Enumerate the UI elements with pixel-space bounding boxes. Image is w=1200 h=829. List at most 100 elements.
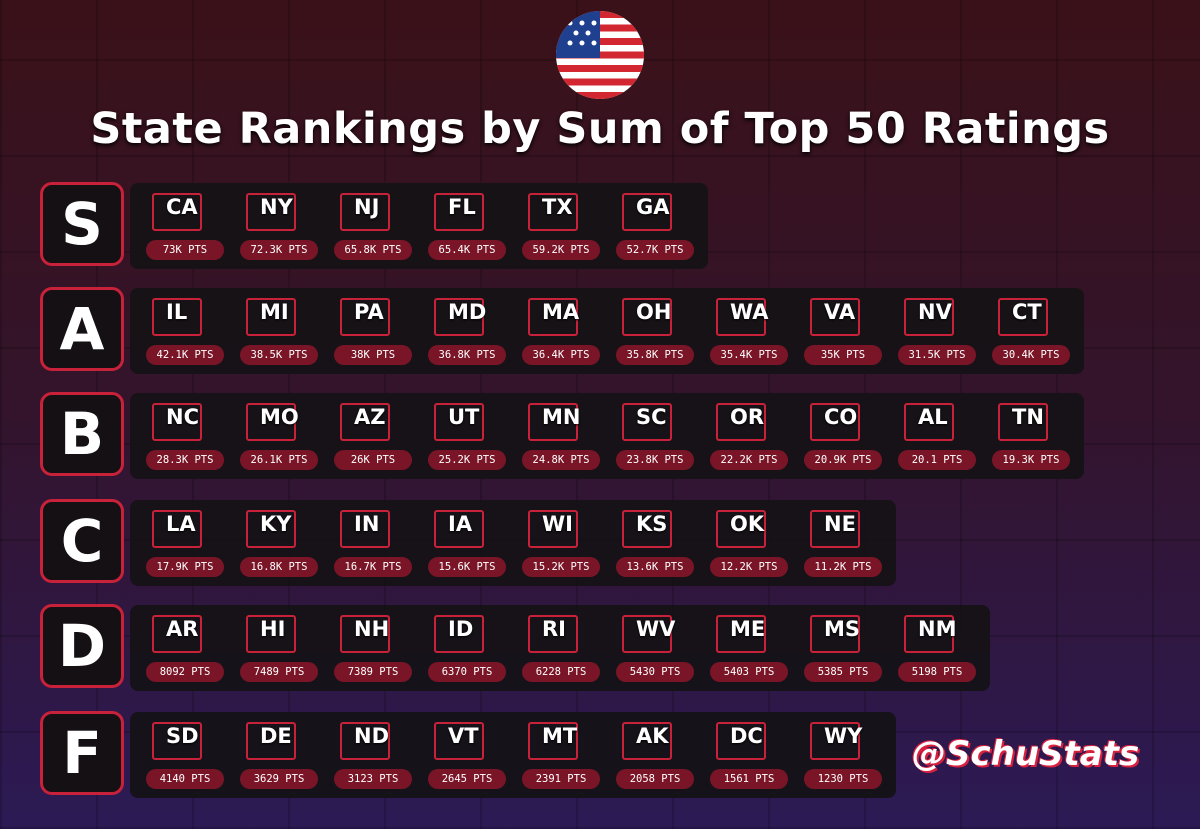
state-code: LA: [166, 512, 196, 536]
state-points: 26.1K PTS: [240, 450, 318, 470]
state-code: GA: [636, 195, 670, 219]
handle: @SchuStats: [912, 734, 1140, 774]
state-points: 13.6K PTS: [616, 557, 694, 577]
state-code: NC: [166, 405, 199, 429]
state-points: 52.7K PTS: [616, 240, 694, 260]
state-outline: [716, 510, 766, 548]
state-code: ME: [730, 617, 766, 641]
state-card: TX 59.2K PTS: [516, 183, 606, 269]
state-code: HI: [260, 617, 286, 641]
state-card: OK 12.2K PTS: [704, 500, 794, 586]
state-points: 28.3K PTS: [146, 450, 224, 470]
state-code: DE: [260, 724, 292, 748]
state-card: MS 5385 PTS: [798, 605, 888, 691]
state-card: VT 2645 PTS: [422, 712, 512, 798]
state-outline: [340, 510, 390, 548]
state-outline: [810, 722, 860, 760]
state-card: NY 72.3K PTS: [234, 183, 324, 269]
state-points: 36.4K PTS: [522, 345, 600, 365]
tier-row: SD 4140 PTS DE 3629 PTS ND 3123 PTS VT 2645 PTS…: [130, 712, 896, 798]
state-points: 5385 PTS: [804, 662, 882, 682]
state-code: MO: [260, 405, 299, 429]
state-points: 3629 PTS: [240, 769, 318, 789]
state-points: 19.3K PTS: [992, 450, 1070, 470]
tier-label: F: [40, 711, 124, 795]
state-card: WI 15.2K PTS: [516, 500, 606, 586]
state-code: WY: [824, 724, 863, 748]
state-card: GA 52.7K PTS: [610, 183, 700, 269]
state-points: 35.8K PTS: [616, 345, 694, 365]
state-card: AR 8092 PTS: [140, 605, 230, 691]
state-points: 5198 PTS: [898, 662, 976, 682]
state-code: CT: [1012, 300, 1042, 324]
state-outline: [528, 722, 578, 760]
state-points: 15.2K PTS: [522, 557, 600, 577]
us-flag: [556, 11, 644, 99]
state-points: 30.4K PTS: [992, 345, 1070, 365]
state-code: NE: [824, 512, 856, 536]
state-points: 59.2K PTS: [522, 240, 600, 260]
state-outline: [246, 193, 296, 231]
state-points: 65.4K PTS: [428, 240, 506, 260]
state-points: 11.2K PTS: [804, 557, 882, 577]
state-outline: [622, 615, 672, 653]
state-card: SD 4140 PTS: [140, 712, 230, 798]
state-code: SC: [636, 405, 667, 429]
state-card: IL 42.1K PTS: [140, 288, 230, 374]
state-points: 35.4K PTS: [710, 345, 788, 365]
state-code: VA: [824, 300, 856, 324]
state-points: 26K PTS: [334, 450, 412, 470]
state-points: 36.8K PTS: [428, 345, 506, 365]
tier-label: C: [40, 499, 124, 583]
state-code: ND: [354, 724, 390, 748]
state-outline: [904, 403, 954, 441]
state-card: MT 2391 PTS: [516, 712, 606, 798]
state-points: 65.8K PTS: [334, 240, 412, 260]
tier-label: A: [40, 287, 124, 371]
state-points: 38K PTS: [334, 345, 412, 365]
state-card: PA 38K PTS: [328, 288, 418, 374]
state-points: 23.8K PTS: [616, 450, 694, 470]
state-card: TN 19.3K PTS: [986, 393, 1076, 479]
state-code: OR: [730, 405, 765, 429]
state-outline: [904, 615, 954, 653]
state-card: CO 20.9K PTS: [798, 393, 888, 479]
state-card: MD 36.8K PTS: [422, 288, 512, 374]
state-code: SD: [166, 724, 199, 748]
tier-row: NC 28.3K PTS MO 26.1K PTS AZ 26K PTS UT 25.2K P…: [130, 393, 1084, 479]
state-outline: [152, 510, 202, 548]
state-points: 2645 PTS: [428, 769, 506, 789]
state-outline: [434, 615, 484, 653]
state-outline: [998, 403, 1048, 441]
state-card: LA 17.9K PTS: [140, 500, 230, 586]
state-outline: [528, 298, 578, 336]
state-outline: [434, 510, 484, 548]
state-card: MI 38.5K PTS: [234, 288, 324, 374]
tier-row: CA 73K PTS NY 72.3K PTS NJ 65.8K PTS FL 65.4K P…: [130, 183, 708, 269]
state-outline: [810, 403, 860, 441]
state-code: KS: [636, 512, 668, 536]
state-outline: [434, 193, 484, 231]
state-points: 38.5K PTS: [240, 345, 318, 365]
state-outline: [434, 403, 484, 441]
state-points: 7489 PTS: [240, 662, 318, 682]
title: State Rankings by Sum of Top 50 Ratings: [90, 104, 1110, 154]
state-points: 42.1K PTS: [146, 345, 224, 365]
state-code: MI: [260, 300, 289, 324]
state-card: CT 30.4K PTS: [986, 288, 1076, 374]
state-points: 16.8K PTS: [240, 557, 318, 577]
tier-label: D: [40, 604, 124, 688]
state-points: 35K PTS: [804, 345, 882, 365]
state-points: 5430 PTS: [616, 662, 694, 682]
state-outline: [716, 403, 766, 441]
state-points: 8092 PTS: [146, 662, 224, 682]
state-points: 22.2K PTS: [710, 450, 788, 470]
state-points: 5403 PTS: [710, 662, 788, 682]
state-code: CO: [824, 405, 858, 429]
state-card: ME 5403 PTS: [704, 605, 794, 691]
state-outline: [246, 403, 296, 441]
state-points: 1561 PTS: [710, 769, 788, 789]
state-card: NE 11.2K PTS: [798, 500, 888, 586]
state-card: AZ 26K PTS: [328, 393, 418, 479]
